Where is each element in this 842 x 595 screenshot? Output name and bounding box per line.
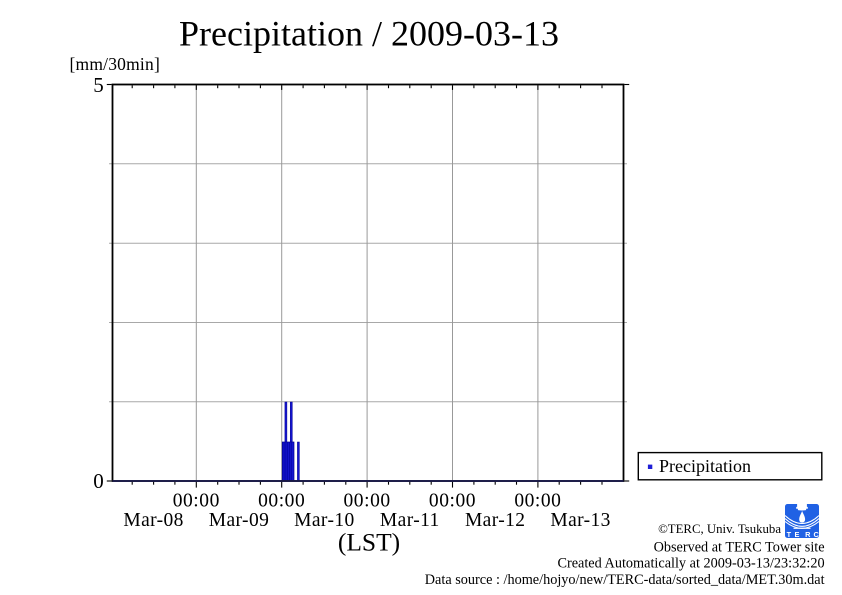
svg-text:00:00: 00:00 [173, 491, 220, 512]
svg-text:Precipitation / 2009-03-13: Precipitation / 2009-03-13 [179, 13, 559, 53]
svg-text:Mar-11: Mar-11 [380, 510, 440, 531]
svg-text:Mar-13: Mar-13 [550, 510, 611, 531]
svg-text:Mar-12: Mar-12 [465, 510, 526, 531]
svg-text:Data source : /home/hojyo/new/: Data source : /home/hojyo/new/TERC-data/… [425, 572, 825, 588]
svg-text:00:00: 00:00 [258, 491, 305, 512]
svg-text:0: 0 [93, 469, 104, 493]
svg-text:00:00: 00:00 [344, 491, 391, 512]
svg-text:(LST): (LST) [338, 528, 400, 557]
svg-text:Precipitation: Precipitation [659, 456, 751, 476]
svg-text:Mar-10: Mar-10 [294, 510, 355, 531]
svg-text:©TERC, Univ. Tsukuba: ©TERC, Univ. Tsukuba [658, 522, 781, 536]
svg-text:00:00: 00:00 [429, 491, 476, 512]
svg-text:[mm/30min]: [mm/30min] [70, 54, 160, 74]
svg-text:5: 5 [93, 73, 104, 97]
svg-text:Mar-09: Mar-09 [209, 510, 270, 531]
svg-text:00:00: 00:00 [514, 491, 561, 512]
svg-text:Observed at TERC Tower site: Observed at TERC Tower site [654, 540, 825, 556]
svg-text:Mar-08: Mar-08 [123, 510, 184, 531]
svg-text:Created Automatically at 2009-: Created Automatically at 2009-03-13/23:3… [557, 556, 824, 572]
